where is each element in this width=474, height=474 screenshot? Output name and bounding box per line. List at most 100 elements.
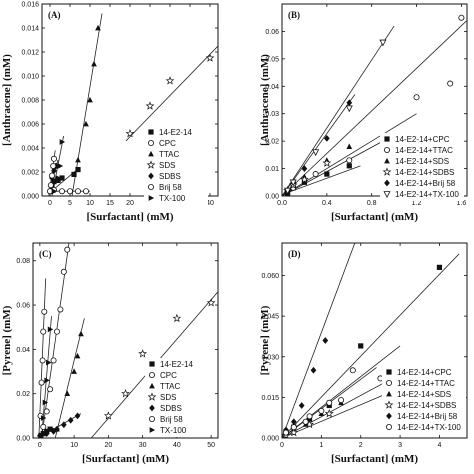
data-point	[91, 60, 97, 67]
x-tick-label: 5	[68, 200, 72, 207]
data-point	[51, 179, 57, 185]
y-axis-title: [Anthracene] (mM)	[259, 54, 271, 146]
data-point	[326, 399, 333, 406]
y-tick-label: 0.002	[21, 170, 39, 177]
y-tick-label: 0.014	[21, 26, 39, 33]
y-tick-label: 0.08	[16, 258, 30, 265]
series-cpc	[40, 246, 71, 430]
y-tick-label: 0.02	[265, 139, 279, 146]
legend-label: TX-100	[159, 194, 186, 203]
fit-line	[54, 318, 85, 438]
legend-marker	[383, 146, 390, 153]
legend-marker	[148, 371, 155, 378]
legend: 14-E2-14+CPC 14-E2-14+TTAC 14-E2-14+SDS 14-…	[382, 366, 466, 434]
data-point	[46, 359, 52, 366]
data-point	[39, 357, 46, 364]
data-point	[284, 187, 292, 195]
y-tick-label: 0.010	[21, 74, 39, 81]
legend-label: 14-E2-14+SDBS	[395, 168, 454, 177]
data-point	[71, 171, 77, 177]
y-tick-label: 0.00	[265, 194, 279, 201]
fit-line	[282, 394, 385, 438]
data-point	[302, 418, 309, 425]
legend-label: SDS	[159, 161, 175, 170]
x-tick-label: 3	[398, 442, 402, 449]
fit-line	[282, 378, 393, 438]
data-point	[205, 53, 215, 62]
legend-marker	[384, 136, 390, 142]
legend-box	[144, 126, 208, 205]
y-tick-label: 0.004	[21, 146, 39, 153]
plot-area	[282, 14, 467, 196]
legend-marker	[149, 382, 155, 389]
legend-label: 14-E2-14+TX-100	[395, 190, 459, 199]
panel-c: 0 10 20 30 40 50 0.00 0.02 0.04 0.06 0.08 (C) [Surfa…	[1, 242, 219, 465]
x-tick-label: 1	[319, 442, 323, 449]
data-point	[59, 139, 66, 145]
data-point	[322, 337, 329, 344]
data-point	[289, 427, 299, 437]
series-14-e2-14-sdbs	[282, 409, 334, 438]
data-point	[301, 165, 308, 172]
data-point	[103, 411, 113, 420]
data-point	[413, 94, 420, 101]
legend-marker	[382, 167, 392, 176]
legend-label: CPC	[159, 139, 176, 148]
data-point	[43, 408, 50, 415]
x-tick-label: 10	[70, 442, 78, 449]
data-point	[323, 135, 330, 142]
panel-label: (B)	[288, 10, 300, 20]
legend-marker	[148, 415, 155, 422]
y-tick-label: 0.01	[265, 166, 279, 173]
data-point	[165, 76, 175, 85]
y-tick-label: 0.00	[16, 436, 30, 443]
legend-marker	[149, 427, 156, 433]
legend-label: 14-E2-14+SDS	[395, 157, 449, 166]
data-point	[83, 120, 89, 127]
plot-area	[282, 243, 460, 438]
panel-a: 05101520253035400.0000.0020.0040.0060.00…	[1, 2, 219, 223]
legend-marker	[384, 157, 390, 164]
data-point	[51, 188, 58, 195]
y-axis-title: [Pyrene] (mM)	[1, 305, 13, 375]
x-tick-label: 10	[86, 200, 94, 207]
data-point	[447, 80, 454, 87]
data-point	[138, 349, 148, 358]
legend-marker	[148, 172, 154, 180]
data-point	[41, 308, 48, 315]
legend-marker	[148, 195, 155, 201]
data-point	[44, 377, 50, 384]
data-point	[50, 162, 57, 169]
y-tick-label: 0.000	[261, 436, 279, 443]
legend-label: TTAC	[159, 150, 180, 159]
data-point	[324, 409, 334, 418]
data-point	[47, 386, 54, 393]
legend-label: 14-E2-14	[159, 128, 192, 137]
series-tx-100	[51, 139, 66, 195]
fit-line	[71, 13, 103, 196]
x-tick-label: 2	[359, 442, 363, 449]
data-point	[40, 430, 46, 437]
data-point	[59, 175, 65, 181]
x-axis-title: [Surfactant] (mM)	[86, 211, 173, 223]
x-axis-title: [Surfactant] (mM)	[82, 453, 169, 465]
data-point	[312, 149, 320, 157]
data-point	[75, 167, 81, 173]
x-tick-label: 0.0	[277, 200, 287, 207]
data-point	[54, 425, 60, 433]
legend-label: 14-E2-14+CPC	[397, 368, 452, 377]
data-point	[49, 172, 56, 179]
panel-label: (D)	[288, 249, 301, 259]
legend-marker	[148, 150, 154, 157]
data-point	[40, 423, 47, 430]
series-14-e2-14-cpc	[285, 163, 352, 196]
y-tick-label: 0.060	[261, 273, 279, 280]
x-tick-label: 50	[207, 442, 215, 449]
x-axis-title: [Surfactant] (mM)	[331, 453, 418, 465]
legend-label: 14-E2-14+TTAC	[395, 146, 453, 155]
data-point	[206, 298, 216, 307]
series-14-e2-14-tx-100	[282, 397, 345, 436]
plot-area	[47, 13, 218, 196]
legend-label: 14-E2-14+TX-100	[397, 423, 461, 432]
series-ttac	[75, 24, 101, 163]
